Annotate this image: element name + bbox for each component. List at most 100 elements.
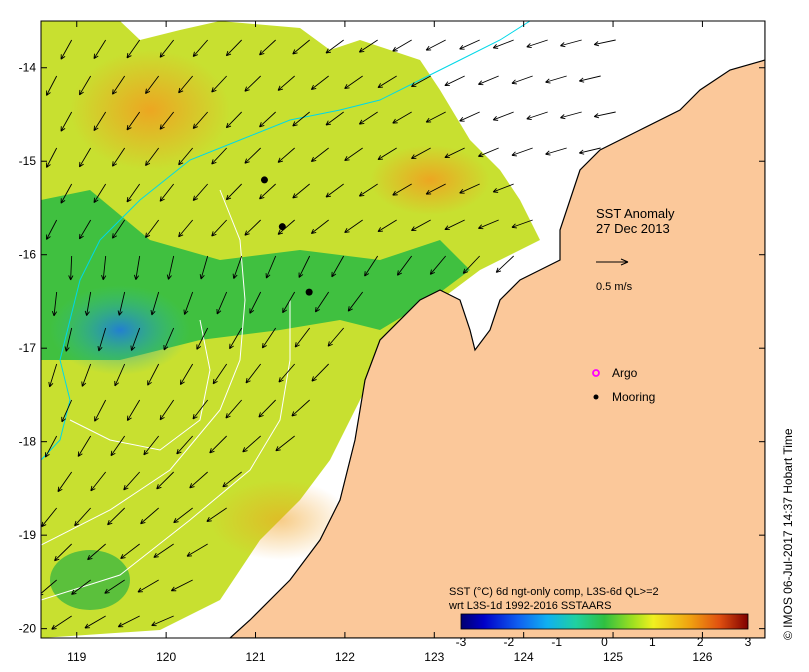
current-vector-arrow: [64, 327, 73, 352]
current-vector-arrow: [137, 579, 159, 593]
current-vector-arrow: [593, 39, 616, 47]
current-vector-arrow: [292, 183, 310, 199]
current-vector-arrow: [222, 471, 242, 488]
current-vector-arrow: [277, 219, 295, 235]
x-tick-label: 126: [692, 650, 712, 664]
current-vector-arrow: [444, 75, 465, 86]
current-vector-arrow: [425, 111, 446, 123]
current-vector-arrow: [150, 291, 160, 316]
current-vector-arrow: [145, 219, 160, 239]
current-vector-arrow: [492, 111, 514, 121]
current-vector-arrow: [294, 327, 311, 348]
credit-text: © IMOS 06-Jul-2017 14:37 Hobart Time: [781, 428, 795, 640]
current-vector-arrow: [242, 435, 261, 453]
current-vector-arrow: [244, 219, 261, 236]
current-vector-arrow: [310, 219, 329, 234]
current-vector-arrow: [74, 507, 92, 527]
current-vector-arrow: [48, 363, 58, 388]
current-vector-arrow: [244, 147, 261, 164]
current-vector-arrow: [212, 363, 228, 385]
current-vector-arrow: [173, 507, 193, 524]
current-vector-arrow: [425, 39, 446, 51]
current-vector-arrow: [259, 39, 276, 56]
current-vector-arrow: [327, 327, 345, 347]
current-vector-arrow: [526, 111, 548, 120]
mooring-markers: [260, 176, 313, 296]
colorbar-tick-label: 3: [745, 635, 752, 649]
current-vector-arrow: [93, 111, 107, 132]
current-vector-arrow: [292, 111, 310, 127]
colorbar-tick-label: 2: [697, 635, 704, 649]
current-vector-arrow: [526, 39, 548, 48]
x-tick-label: 120: [156, 650, 176, 664]
warm-anomaly-south: [210, 480, 350, 560]
current-vector-arrow: [117, 615, 140, 628]
current-vector-arrow: [311, 363, 329, 382]
x-tick-label: 123: [424, 650, 444, 664]
current-vector-arrow: [429, 255, 447, 275]
current-vector-arrow: [159, 183, 175, 202]
current-vector-arrow: [159, 39, 175, 58]
sst-contour-1: [41, 189, 246, 546]
current-vector-arrow: [511, 75, 533, 85]
current-vector-arrow: [511, 147, 533, 157]
current-vector-arrow: [145, 147, 160, 167]
current-vector-arrow: [396, 255, 413, 276]
current-vector-arrow: [178, 219, 194, 238]
current-vectors: [41, 39, 616, 630]
current-vector-arrow: [110, 435, 126, 457]
current-vector-arrow: [258, 399, 276, 418]
current-vector-arrow: [126, 111, 141, 131]
x-tick-label: 121: [246, 650, 266, 664]
current-vector-arrow: [310, 147, 329, 162]
x-tick-label: 119: [67, 650, 86, 664]
current-vector-arrow: [78, 219, 92, 240]
current-vector-arrow: [325, 111, 344, 126]
current-vector-arrow: [81, 363, 92, 387]
current-vector-arrow: [153, 543, 174, 558]
current-vector-arrow: [71, 579, 91, 595]
plot-frame: [40, 20, 766, 639]
warm-anomaly-east: [370, 145, 490, 215]
current-vector-arrow: [277, 75, 295, 91]
current-vector-arrow: [126, 399, 141, 421]
colorbar-tick-label: 1: [649, 635, 656, 649]
current-vector-arrow: [277, 147, 295, 163]
current-vector-arrow: [107, 507, 125, 526]
current-vector-arrow: [196, 327, 209, 350]
current-vector-arrow: [275, 435, 295, 452]
current-vector-arrow: [117, 291, 126, 316]
current-vector-arrow: [51, 615, 72, 630]
current-vector-arrow: [325, 39, 344, 54]
colorbar-ticks: -3 -2 -1 0 1 2 3: [456, 635, 752, 649]
current-vector-arrow: [97, 327, 107, 352]
current-vector-arrow: [444, 219, 465, 230]
current-vector-arrow: [291, 399, 310, 417]
current-vector-arrow: [244, 75, 261, 92]
x-tick-label: 124: [514, 650, 534, 664]
current-vector-arrow: [225, 399, 243, 419]
current-vector-arrow: [347, 291, 364, 312]
current-vector-arrow: [192, 111, 209, 129]
y-tick-label: -18: [19, 435, 37, 449]
current-vector-arrow: [425, 183, 446, 195]
current-vector-arrow: [225, 111, 242, 129]
current-vector-arrow: [310, 75, 329, 90]
current-vector-arrow: [140, 507, 159, 525]
current-vector-arrow: [545, 75, 567, 84]
current-vector-arrow: [51, 291, 58, 317]
current-vector-arrow: [478, 219, 499, 230]
colorbar-tick-label: -2: [503, 635, 514, 649]
y-tick-label: -16: [19, 248, 37, 262]
current-vector-arrow: [199, 255, 209, 280]
mooring-marker: [278, 223, 286, 231]
current-vector-arrow: [84, 615, 106, 629]
current-vector-arrow: [120, 543, 140, 560]
current-vector-arrow: [211, 75, 227, 93]
current-vector-arrow: [259, 183, 276, 200]
current-vector-arrow: [325, 183, 344, 198]
colorbar-caption-line2: wrt L3S-1d 1992-2016 SSTAARS: [448, 600, 611, 612]
current-vector-arrow: [259, 111, 276, 128]
current-vector-arrow: [211, 219, 227, 237]
colorbar-tick-label: -1: [551, 635, 562, 649]
